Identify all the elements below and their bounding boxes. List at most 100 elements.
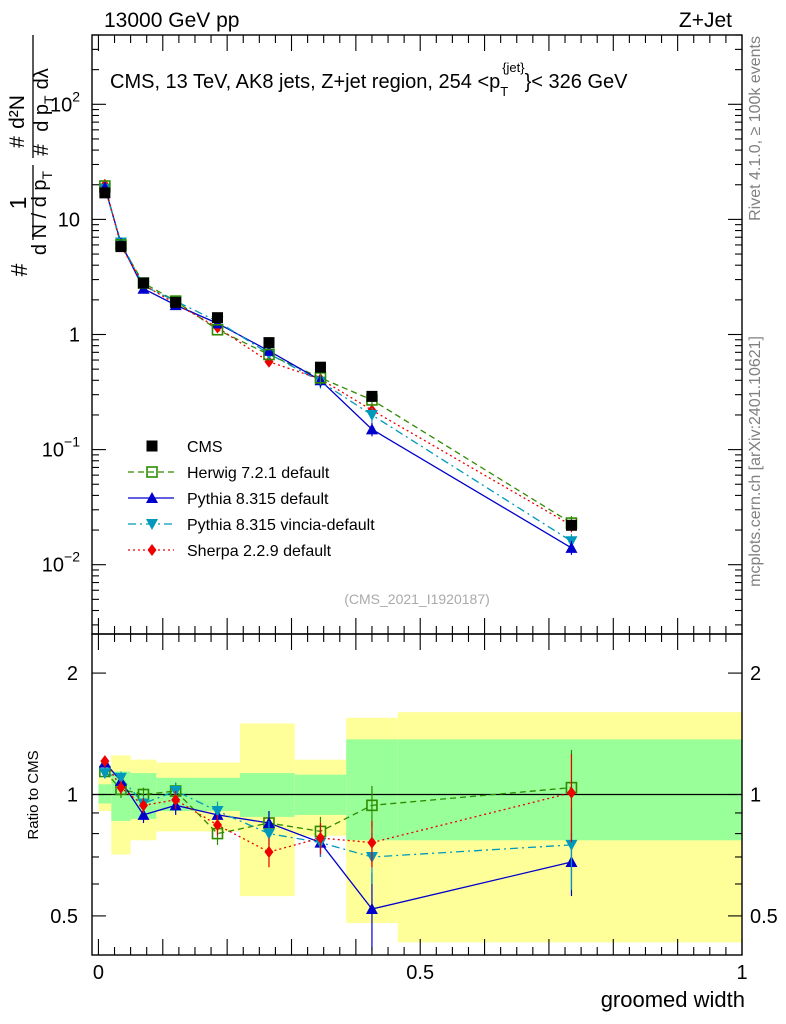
ratio-point-sherpa-6 (315, 832, 325, 845)
legend-marker-vincia (146, 519, 158, 530)
data-point-cms-8 (565, 519, 577, 531)
data-point-pythia-7 (365, 423, 378, 435)
ratio-point-sherpa-3-shape (171, 793, 181, 806)
beam-label: 13000 GeV pp (104, 9, 239, 32)
legend: CMS Herwig 7.2.1 default Pythia 8.315 defa… (128, 439, 375, 560)
data-point-pythia-5 (262, 344, 275, 356)
data-point-herwig-6-shape (314, 372, 327, 384)
data-point-pythia-8-shape (565, 541, 578, 553)
data-point-herwig-5-shape (263, 348, 275, 361)
y-hash-2: # (6, 136, 29, 148)
ratio-point-sherpa-2 (138, 799, 148, 812)
y-hash-1: # (6, 263, 32, 276)
data-point-cms-5-shape (263, 337, 275, 349)
main-ytick-label-base-1: 10 (42, 440, 64, 462)
main-ytick-label-0: 10−2 (42, 549, 80, 577)
ratio-point-vincia-5-shape (262, 828, 275, 840)
ratio-point-sherpa-8-shape (566, 786, 576, 799)
data-point-cms-7 (366, 390, 378, 402)
y-hash-3: # (30, 144, 53, 156)
data-point-cms-8-shape (565, 519, 577, 531)
ratio-point-sherpa-8 (566, 786, 576, 799)
ratio-point-pythia-2 (137, 808, 150, 820)
ratio-point-sherpa-3 (171, 793, 181, 806)
legend-marker-pythia-shape (146, 492, 158, 503)
rivet-label: Rivet 4.1.0, ≥ 100k events (747, 36, 764, 221)
ratio-point-pythia-7-shape (365, 903, 378, 915)
ratio-point-sherpa-7 (367, 836, 377, 849)
ratio-point-herwig-7-shape (366, 799, 378, 812)
data-point-vincia-7 (365, 409, 378, 421)
data-point-cms-1 (115, 241, 127, 253)
main-ytick-label-base-3: 10 (58, 209, 80, 231)
ratio-ytick-label-right-0: 0.5 (750, 906, 778, 928)
data-point-cms-4-shape (211, 312, 223, 324)
ratio-point-sherpa-4 (212, 819, 222, 832)
ratio-point-pythia-2-shape (137, 808, 150, 820)
data-point-cms-1-shape (115, 241, 127, 253)
ratio-point-vincia-4 (211, 806, 224, 818)
data-point-herwig-5 (263, 348, 275, 361)
ratio-point-sherpa-2-shape (138, 799, 148, 812)
ratio-point-pythia-7 (365, 903, 378, 915)
data-point-pythia-5-shape (262, 344, 275, 356)
ratio-ytick-label-left-1: 1 (67, 785, 78, 807)
y-den1: d N / d pT (29, 170, 55, 255)
ratio-line-herwig (104, 771, 572, 835)
ratio-point-sherpa-4-shape (212, 819, 222, 832)
x-axis-title: groomed width (601, 987, 745, 1012)
main-ytick-label-exp-0: −2 (64, 549, 80, 565)
ratio-point-vincia-0 (98, 768, 111, 780)
legend-entry-vincia: Pythia 8.315 vincia-default (128, 517, 375, 534)
ratio-ytick-label-left-0: 0.5 (50, 906, 78, 928)
legend-marker-cms-shape (146, 440, 158, 452)
legend-label-pythia: Pythia 8.315 default (187, 491, 329, 508)
ratio-point-sherpa-0 (100, 755, 110, 768)
main-ytick-label-4: 102 (50, 88, 80, 116)
main-ytick-label-exp-1: −1 (64, 434, 80, 450)
data-point-cms-3 (170, 296, 182, 308)
legend-entry-herwig: Herwig 7.2.1 default (128, 465, 330, 482)
y-num2: d²N (6, 95, 29, 129)
legend-marker-vincia-shape (146, 519, 158, 530)
main-plot-layer (98, 178, 578, 555)
y-den2: d pTdλ (31, 68, 57, 132)
ratio-point-sherpa-0-shape (100, 755, 110, 768)
data-point-cms-6-shape (314, 361, 326, 373)
legend-marker-herwig-shape (146, 466, 158, 478)
data-point-cms-0-shape (99, 187, 111, 199)
main-ytick-label-3: 10 (58, 209, 80, 231)
ratio-point-sherpa-6-shape (315, 832, 325, 845)
ratio-ytick-label-right-1: 1 (750, 785, 761, 807)
ratio-ytick-label-right-2: 2 (750, 663, 761, 685)
y-axis-title: # 1 d N / d pT d²N # d pTdλ # (5, 35, 57, 276)
legend-entry-cms: CMS (146, 439, 223, 456)
analysis-id-watermark: (CMS_2021_I1920187) (344, 591, 490, 607)
data-point-cms-2-shape (137, 277, 149, 289)
ratio-point-sherpa-5-shape (264, 846, 274, 859)
x-tick-label-2: 1 (736, 962, 747, 984)
main-ytick-label-base-2: 1 (69, 325, 80, 347)
legend-marker-herwig (146, 466, 158, 478)
legend-label-vincia: Pythia 8.315 vincia-default (187, 517, 375, 534)
legend-marker-pythia (146, 492, 158, 503)
data-point-herwig-4 (211, 323, 224, 336)
ratio-ytick-label-left-2: 2 (67, 663, 78, 685)
ratio-point-sherpa-5 (264, 846, 274, 859)
process-label: Z+Jet (679, 9, 732, 32)
main-ytick-label-base-4: 10 (50, 94, 72, 116)
legend-entry-sherpa: Sherpa 2.2.9 default (128, 543, 332, 560)
data-point-cms-5 (263, 337, 275, 349)
series-line-pythia (104, 187, 572, 549)
band-inner-0 (98, 784, 112, 804)
legend-marker-sherpa (147, 544, 157, 556)
main-ytick-label-base-0: 10 (42, 555, 64, 577)
data-point-vincia-7-shape (365, 409, 378, 421)
legend-marker-cms (146, 440, 158, 452)
ratio-point-vincia-1-shape (114, 772, 127, 784)
legend-marker-sherpa-shape (147, 544, 157, 556)
ratio-point-vincia-5 (262, 828, 275, 840)
ratio-y-axis-title: Ratio to CMS (25, 750, 42, 839)
